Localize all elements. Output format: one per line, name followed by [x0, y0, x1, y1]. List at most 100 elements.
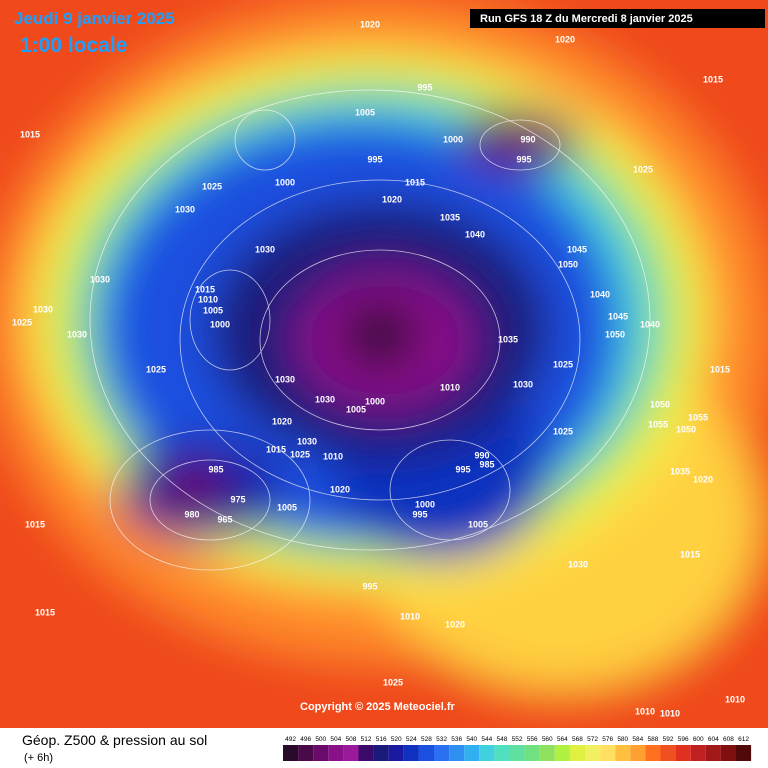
colorbar-swatch: [736, 745, 752, 761]
colorbar-swatch: [418, 745, 434, 761]
isobar-label: 1030: [315, 394, 335, 404]
isobar-label: 1010: [440, 382, 460, 392]
isobar-label: 1015: [680, 549, 700, 559]
isobar-label: 1045: [567, 244, 587, 254]
isobar-label: 1030: [513, 379, 533, 389]
colorbar-label: 584: [632, 736, 643, 743]
colorbar-label: 588: [648, 736, 659, 743]
colorbar-label: 540: [466, 736, 477, 743]
colorbar-swatch: [328, 745, 344, 761]
colorbar-label: 516: [376, 736, 387, 743]
colorbar-label: 492: [285, 736, 296, 743]
isobar-label: 1015: [35, 607, 55, 617]
isobar-label: 1000: [210, 319, 230, 329]
isobar-label: 1050: [676, 424, 696, 434]
isobar-label: 965: [217, 514, 232, 524]
isobar-label: 1005: [203, 305, 223, 315]
isobar-label: 1050: [605, 329, 625, 339]
isobar-label: 1020: [445, 619, 465, 629]
colorbar-swatch: [675, 745, 691, 761]
isobar-label: 990: [520, 134, 535, 144]
colorbar-label: 576: [602, 736, 613, 743]
colorbar-swatch: [343, 745, 359, 761]
colorbar-swatch: [569, 745, 585, 761]
isobar-label: 995: [412, 509, 427, 519]
colorbar-swatch: [283, 745, 299, 761]
isobar-label: 1000: [275, 177, 295, 187]
isobar-labels: 1020 1020 1015 1015 1025 1030 1005 995 1000 990 99…: [12, 19, 745, 718]
isobar-label: 1015: [266, 444, 286, 454]
colorbar-swatch: [298, 745, 314, 761]
colorbar-label: 528: [421, 736, 432, 743]
colorbar-label: 552: [512, 736, 523, 743]
colorbar-label: 500: [315, 736, 326, 743]
isobar-label: 1050: [650, 399, 670, 409]
colorbar-label: 548: [497, 736, 508, 743]
isobar-label: 1030: [67, 329, 87, 339]
isobar-label: 1055: [688, 412, 708, 422]
colorbar-swatch: [373, 745, 389, 761]
colorbar-label: 520: [391, 736, 402, 743]
colorbar-swatch: [705, 745, 721, 761]
colorbar-swatch: [690, 745, 706, 761]
isobar-label: 1025: [633, 164, 653, 174]
isobar-label: 1015: [20, 129, 40, 139]
isobar-label: 1010: [400, 611, 420, 621]
colorbar-label: 608: [723, 736, 734, 743]
isobar-label: 1005: [346, 404, 366, 414]
colorbar-label: 512: [361, 736, 372, 743]
colorbar-label: 536: [451, 736, 462, 743]
isobar-label: 1045: [608, 311, 628, 321]
colorbar-label: 532: [436, 736, 447, 743]
isobar-label: 1030: [568, 559, 588, 569]
isobar-label: 1030: [297, 436, 317, 446]
isobar-label: 1020: [382, 194, 402, 204]
colorbar-label: 508: [346, 736, 357, 743]
isobar-label: 1040: [465, 229, 485, 239]
isobar-label: 1030: [90, 274, 110, 284]
colorbar-label: 504: [330, 736, 341, 743]
isobar-label: 1015: [710, 364, 730, 374]
colorbar-label: 556: [527, 736, 538, 743]
isobar-label: 1005: [468, 519, 488, 529]
isobar-label: 1020: [555, 34, 575, 44]
isobar-label: 1020: [693, 474, 713, 484]
run: Run GFS 18 Z du Mercredi 8 janvier 2025: [480, 13, 693, 25]
colorbar-label: 580: [617, 736, 628, 743]
isobar-label: 1005: [277, 502, 297, 512]
isobar-label: 995: [455, 464, 470, 474]
isobar-label: 1005: [355, 107, 375, 117]
isobar-label: 995: [367, 154, 382, 164]
colorbar-swatch: [313, 745, 329, 761]
isobar-label: 1010: [725, 694, 745, 704]
colorbar-swatch: [585, 745, 601, 761]
copyright: Copyright © 2025 Meteociel.fr: [300, 701, 456, 713]
colorbar-swatch: [449, 745, 465, 761]
isobars: [89, 89, 651, 571]
isobar-label: 1025: [12, 317, 32, 327]
isobar-label: 995: [516, 154, 531, 164]
colorbar-label: 612: [738, 736, 749, 743]
isobar-label: 1030: [275, 374, 295, 384]
colorbar-swatch: [358, 745, 374, 761]
colorbar-label: 592: [663, 736, 674, 743]
isobar-label: 1020: [360, 19, 380, 29]
isobar-label: 1040: [640, 319, 660, 329]
isobar-label: 1035: [498, 334, 518, 344]
date: Jeudi 9 janvier 2025: [14, 9, 175, 28]
isobar-label: 980: [184, 509, 199, 519]
colorbar-swatch: [554, 745, 570, 761]
isobar-label: 1050: [558, 259, 578, 269]
isobar-label: 1025: [553, 359, 573, 369]
isobar-label: 995: [362, 581, 377, 591]
colorbar-swatch: [509, 745, 525, 761]
isobar-label: 1000: [365, 396, 385, 406]
colorbar-label: 496: [300, 736, 311, 743]
colorbar-swatch: [464, 745, 480, 761]
colorbar-swatch: [615, 745, 631, 761]
footer-title: Géop. Z500 & pression au sol: [22, 732, 207, 748]
colorbar-swatch: [403, 745, 419, 761]
